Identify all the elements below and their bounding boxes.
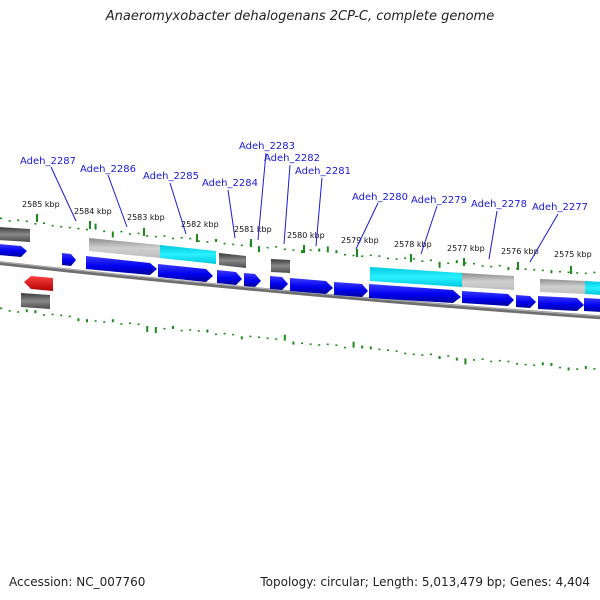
gene-label[interactable]: Adeh_2284 (202, 178, 258, 189)
leader-line (420, 205, 438, 255)
leader-line (169, 182, 187, 235)
genome-info-text: Topology: circular; Length: 5,013,479 bp… (260, 575, 590, 589)
scale-label: 2577 kbp (447, 244, 485, 253)
leader-line (529, 213, 559, 263)
scale-label: 2576 kbp (501, 247, 539, 256)
scale-label: 2580 kbp (287, 231, 325, 240)
leader-line (283, 164, 291, 245)
scale-label: 2584 kbp (74, 207, 112, 216)
cyan-feature[interactable] (370, 267, 462, 287)
gene-label[interactable]: Adeh_2286 (80, 164, 136, 175)
genome-backbone-highlight (0, 261, 600, 317)
leader-line (355, 202, 379, 250)
gene-label[interactable]: Adeh_2281 (295, 166, 351, 177)
dark-feature[interactable] (21, 293, 50, 309)
gene-label[interactable]: Adeh_2285 (143, 171, 199, 182)
scale-label: 2585 kbp (22, 200, 60, 209)
gene-label[interactable]: Adeh_2283 (239, 141, 295, 152)
gene-label-leaders (50, 152, 559, 263)
leader-line (315, 177, 323, 247)
cds-arrow[interactable] (584, 298, 600, 312)
cyan-feature[interactable] (585, 281, 600, 295)
dark-feature[interactable] (271, 259, 290, 273)
leader-line (107, 174, 128, 228)
cyan-feature[interactable] (160, 245, 216, 264)
cds-forward-track (0, 244, 600, 312)
leader-line (257, 152, 267, 241)
cds-arrow[interactable] (369, 284, 461, 303)
cds-arrow[interactable] (62, 253, 76, 266)
cds-arrow[interactable] (334, 282, 368, 297)
cds-arrow[interactable] (290, 278, 333, 294)
dark-feature[interactable] (219, 253, 246, 268)
gray-feature[interactable] (89, 238, 160, 258)
cds-arrow-reverse[interactable] (24, 276, 53, 291)
gc-content-track-bottom (0, 307, 596, 371)
cds-arrow[interactable] (217, 270, 242, 285)
cds-arrow[interactable] (158, 264, 213, 282)
gc-content-track-top (0, 217, 596, 275)
accession-text: Accession: NC_007760 (9, 575, 146, 589)
genome-backbone (0, 261, 600, 320)
cds-arrow[interactable] (244, 273, 261, 287)
dark-feature[interactable] (0, 227, 30, 242)
page-title: Anaeromyxobacter dehalogenans 2CP-C, com… (105, 9, 495, 24)
gene-labels: Adeh_2287 Adeh_2286 Adeh_2285 Adeh_2284 … (20, 141, 588, 213)
scale-major-ticks (36, 214, 572, 274)
cds-arrow[interactable] (462, 291, 514, 306)
scale-label: 2583 kbp (127, 213, 165, 222)
scale-label: 2581 kbp (234, 225, 272, 234)
scale-label: 2582 kbp (181, 220, 219, 229)
gene-label[interactable]: Adeh_2287 (20, 156, 76, 167)
gene-label[interactable]: Adeh_2277 (532, 202, 588, 213)
leader-line (227, 189, 236, 239)
gene-label[interactable]: Adeh_2278 (471, 199, 527, 210)
gray-feature[interactable] (462, 273, 514, 290)
gray-feature[interactable] (540, 279, 585, 294)
cds-arrow[interactable] (516, 295, 536, 308)
gene-label[interactable]: Adeh_2280 (352, 192, 408, 203)
leader-line (50, 166, 77, 222)
gene-label[interactable]: Adeh_2279 (411, 195, 467, 206)
cds-arrow[interactable] (86, 256, 157, 275)
feature-track-upper (0, 227, 600, 295)
cds-arrow[interactable] (538, 296, 584, 311)
cds-reverse-track (21, 276, 53, 309)
cds-arrow[interactable] (270, 276, 288, 290)
scale-label: 2578 kbp (394, 240, 432, 249)
leader-line (488, 210, 498, 260)
gene-label[interactable]: Adeh_2282 (264, 153, 320, 164)
scale-label: 2575 kbp (554, 250, 592, 259)
cds-arrow[interactable] (0, 244, 27, 257)
